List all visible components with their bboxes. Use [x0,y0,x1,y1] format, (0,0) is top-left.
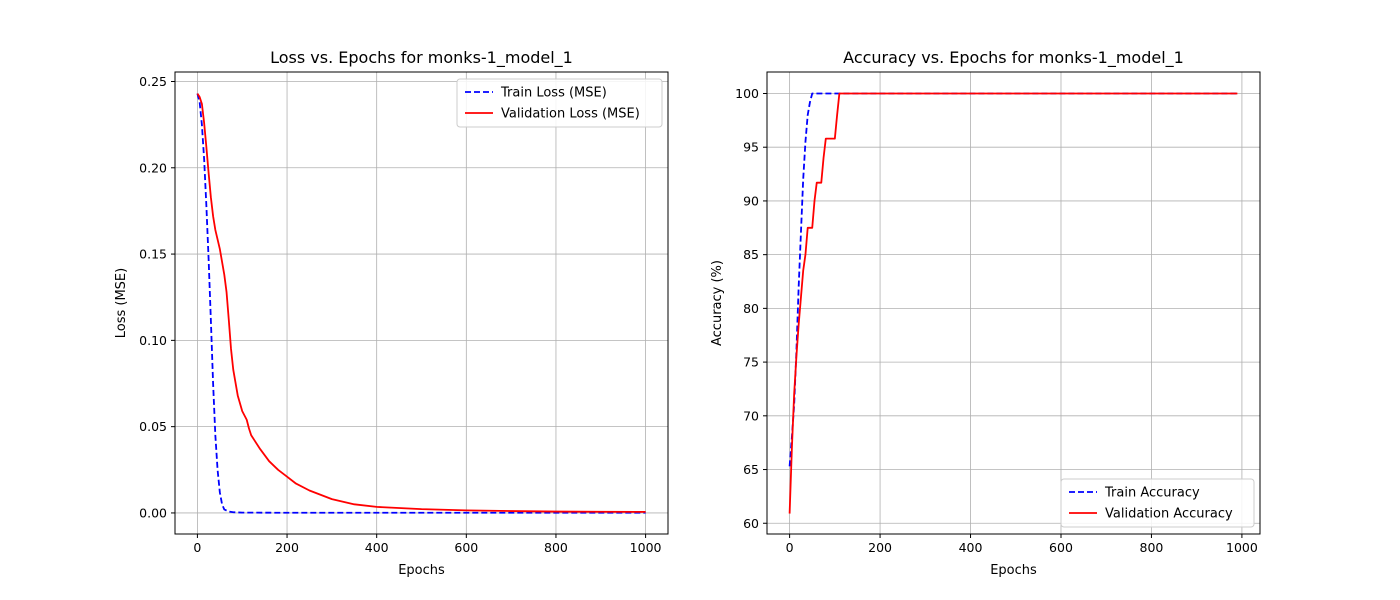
legend: Train Loss (MSE) Validation Loss (MSE) [456,78,663,128]
legend-label: Validation Accuracy [1105,507,1233,522]
x-axis-label: Epochs [398,563,445,578]
x-tick-label: 600 [1049,540,1073,555]
x-tick-label: 400 [959,540,983,555]
legend: Train Accuracy Validation Accuracy [1060,478,1255,528]
chart-title: Loss vs. Epochs for monks-1_model_1 [270,48,573,68]
x-tick-label: 200 [868,540,892,555]
y-tick-label: 65 [743,462,759,477]
series-line-2 [788,92,1238,514]
x-tick-label: 0 [786,540,794,555]
plot-frame [174,71,669,535]
x-tick-label: 0 [193,540,201,555]
series-group [788,92,1238,514]
series-line-2 [196,93,646,513]
y-tick-label: 0.25 [139,74,167,89]
y-tick-label: 80 [743,301,759,316]
grid [175,72,668,534]
y-tick-label: 0.15 [139,247,167,262]
y-tick-label: 0.00 [139,505,167,520]
x-tick-label: 200 [275,540,299,555]
legend-label: Validation Loss (MSE) [501,107,640,122]
y-tick-label: 0.20 [139,160,167,175]
y-tick-label: 90 [743,193,759,208]
y-tick-label: 95 [743,140,759,155]
chart-title: Accuracy vs. Epochs for monks-1_model_1 [843,48,1184,68]
series-line-1 [196,93,646,514]
y-tick-label: 85 [743,247,759,262]
y-axis-label: Accuracy (%) [710,260,725,346]
legend-box [456,78,663,128]
grid [767,72,1260,534]
y-tick-label: 0.10 [139,333,167,348]
y-tick-label: 70 [743,408,759,423]
plot-frame [766,71,1261,535]
x-tick-label: 800 [1140,540,1164,555]
x-axis-label: Epochs [990,563,1037,578]
x-tick-label: 1000 [1226,540,1258,555]
chart-1: 0 200 400 600 800 1000 0.00 0.05 0.10 0.15 0.20 0.2… [114,48,669,578]
y-tick-label: 100 [735,86,759,101]
y-axis-label: Loss (MSE) [114,268,129,338]
y-tick-label: 60 [743,516,759,531]
x-tick-label: 600 [454,540,478,555]
legend-label: Train Loss (MSE) [500,86,607,101]
y-tick-label: 75 [743,355,759,370]
y-tick-label: 0.05 [139,419,167,434]
legend-box [1060,478,1255,528]
x-tick-label: 800 [544,540,568,555]
x-tick-label: 1000 [630,540,662,555]
series-group [196,93,646,514]
legend-label: Train Accuracy [1104,486,1200,501]
x-tick-label: 400 [365,540,389,555]
series-line-1 [788,92,1238,467]
chart-2: 0 200 400 600 800 1000 60 65 70 75 80 85 90 95 100 Accu… [710,48,1261,578]
